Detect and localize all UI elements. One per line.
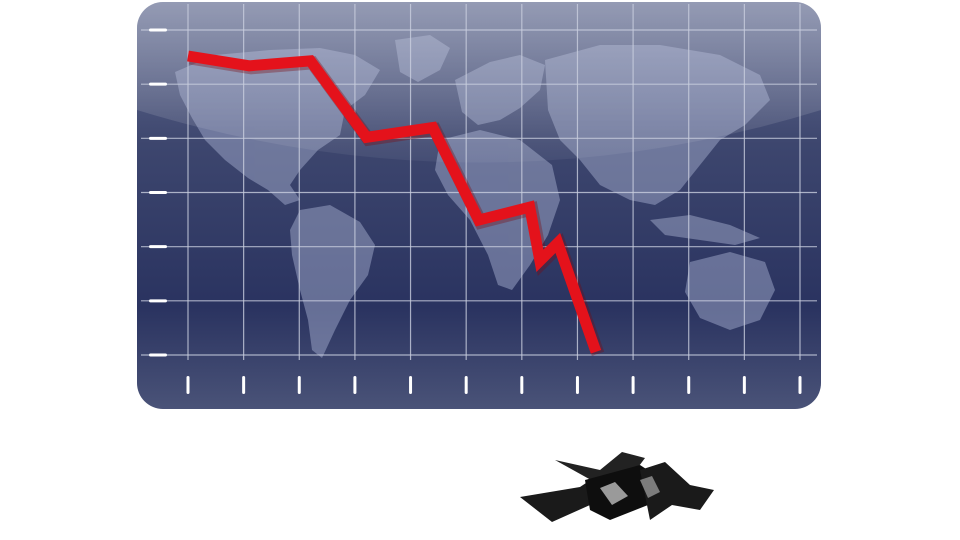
crack-shard-right [640,462,714,520]
x-tick-mark [798,376,802,394]
y-tick-mark [149,191,167,194]
x-tick-mark [687,376,691,394]
x-tick-mark [353,376,357,394]
y-axis-ticks [149,28,167,357]
y-tick-mark [149,299,167,303]
x-tick-mark [575,376,579,394]
ground-crack-hole [520,452,714,522]
x-tick-mark [409,376,413,394]
x-tick-mark [297,376,301,394]
y-tick-mark [149,82,167,86]
x-tick-mark [464,376,468,394]
x-tick-mark [520,376,524,394]
crack-highlight-2 [640,476,660,498]
x-axis-ticks [186,376,802,394]
x-tick-mark [742,376,746,394]
y-tick-mark [149,136,167,140]
y-tick-mark [149,353,167,357]
x-tick-mark [242,376,246,394]
indonesia-shape [650,215,760,245]
crack-shard-left [520,475,598,522]
x-tick-mark [631,376,635,394]
x-tick-mark [186,376,190,394]
y-tick-mark [149,245,167,249]
south-america-shape [290,205,375,358]
australia-shape [685,252,775,330]
crack-highlight [600,482,628,505]
series-line [187,50,602,354]
series-group [187,50,605,356]
y-tick-mark [149,28,167,32]
panel-gloss [137,2,821,163]
